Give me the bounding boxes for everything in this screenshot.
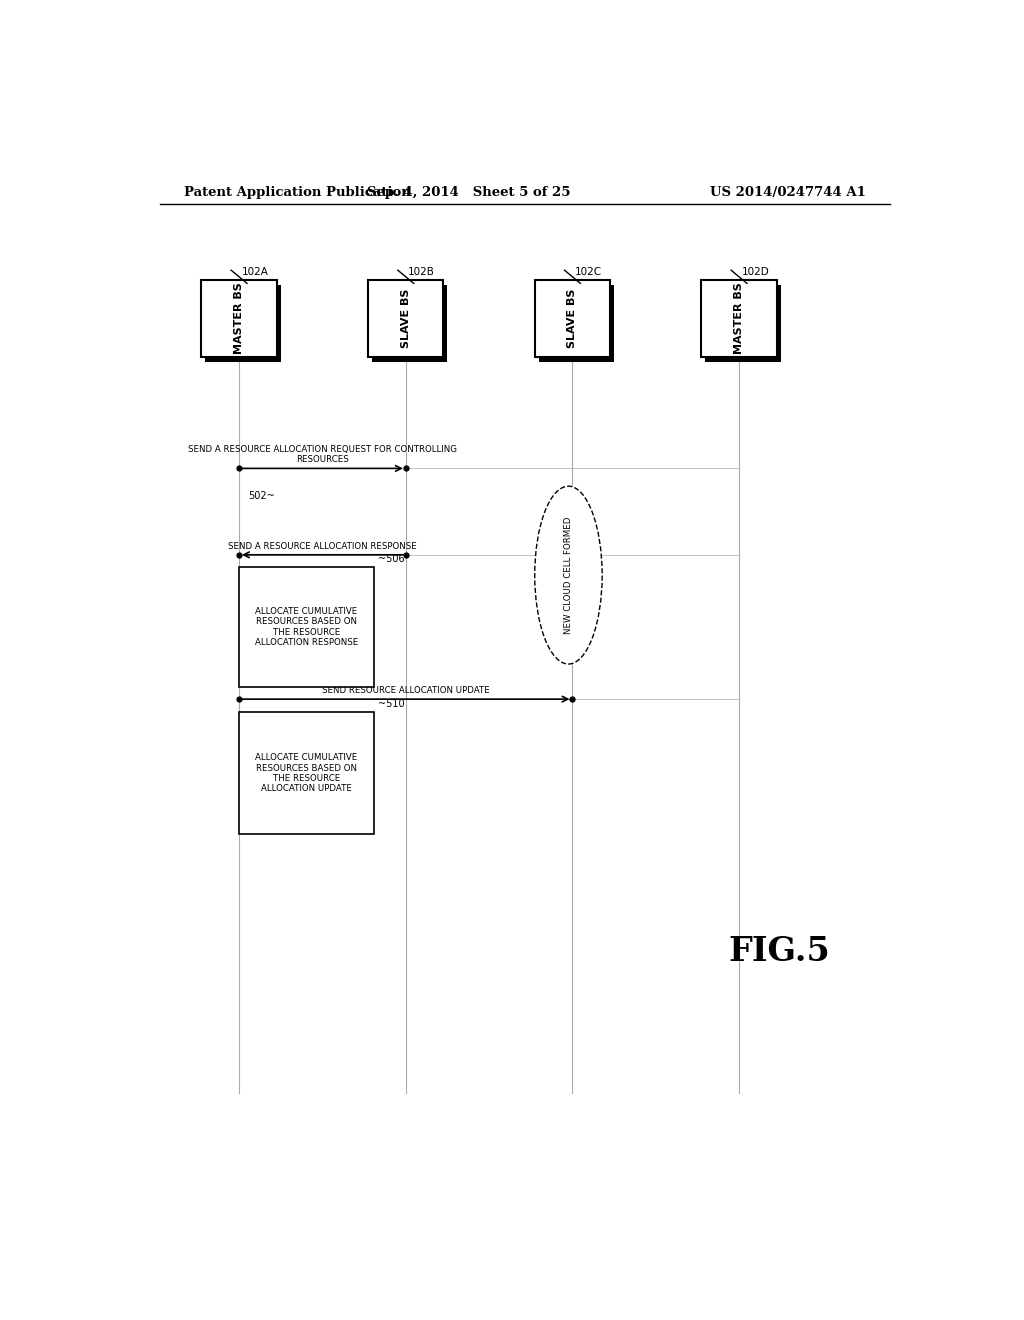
Text: 502~: 502~ <box>249 491 275 500</box>
Text: SEND RESOURCE ALLOCATION UPDATE: SEND RESOURCE ALLOCATION UPDATE <box>322 686 489 696</box>
Text: SLAVE BS: SLAVE BS <box>400 289 411 348</box>
Text: 102A: 102A <box>242 268 268 277</box>
Bar <box>240 568 374 686</box>
Text: 504~: 504~ <box>249 577 275 587</box>
Bar <box>535 280 610 356</box>
Text: 508~: 508~ <box>249 722 275 731</box>
Text: Sep. 4, 2014   Sheet 5 of 25: Sep. 4, 2014 Sheet 5 of 25 <box>368 186 571 199</box>
Bar <box>701 280 777 356</box>
Text: ALLOCATE CUMULATIVE
RESOURCES BASED ON
THE RESOURCE
ALLOCATION UPDATE: ALLOCATE CUMULATIVE RESOURCES BASED ON T… <box>255 754 357 793</box>
Text: ALLOCATE CUMULATIVE
RESOURCES BASED ON
THE RESOURCE
ALLOCATION RESPONSE: ALLOCATE CUMULATIVE RESOURCES BASED ON T… <box>255 607 358 647</box>
Text: MASTER BS: MASTER BS <box>734 282 744 354</box>
Text: ~506: ~506 <box>378 554 404 564</box>
Text: Patent Application Publication: Patent Application Publication <box>183 186 411 199</box>
Bar <box>240 713 374 834</box>
Ellipse shape <box>535 486 602 664</box>
Text: SEND A RESOURCE ALLOCATION REQUEST FOR CONTROLLING
RESOURCES: SEND A RESOURCE ALLOCATION REQUEST FOR C… <box>188 445 457 465</box>
Bar <box>706 285 780 362</box>
Text: 102C: 102C <box>574 268 602 277</box>
Bar <box>206 285 281 362</box>
Text: 102B: 102B <box>409 268 435 277</box>
Text: US 2014/0247744 A1: US 2014/0247744 A1 <box>711 186 866 199</box>
Text: NEW CLOUD CELL FORMED: NEW CLOUD CELL FORMED <box>564 516 573 634</box>
Bar <box>202 280 276 356</box>
Text: ~510: ~510 <box>378 700 404 709</box>
Text: SEND A RESOURCE ALLOCATION RESPONSE: SEND A RESOURCE ALLOCATION RESPONSE <box>228 541 417 550</box>
Text: MASTER BS: MASTER BS <box>234 282 244 354</box>
Text: SLAVE BS: SLAVE BS <box>567 289 578 348</box>
Bar <box>368 280 443 356</box>
Bar <box>372 285 447 362</box>
Text: 102D: 102D <box>741 268 769 277</box>
Bar <box>539 285 614 362</box>
Text: FIG.5: FIG.5 <box>728 935 829 968</box>
